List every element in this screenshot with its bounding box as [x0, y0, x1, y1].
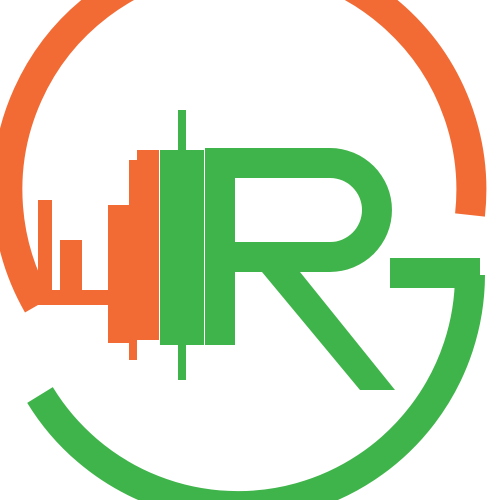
- orange-ring-arc: [0, 0, 487, 313]
- g-crossbar: [390, 258, 480, 288]
- candle-2-wick: [129, 160, 137, 360]
- candle-1-body: [60, 240, 82, 292]
- letter-r: [205, 148, 395, 390]
- candle-2-body: [108, 205, 130, 343]
- green-ring-arc: [27, 274, 485, 500]
- candle-3-body: [137, 150, 159, 340]
- candle-4-body: [160, 150, 204, 345]
- candle-1-base: [52, 292, 108, 305]
